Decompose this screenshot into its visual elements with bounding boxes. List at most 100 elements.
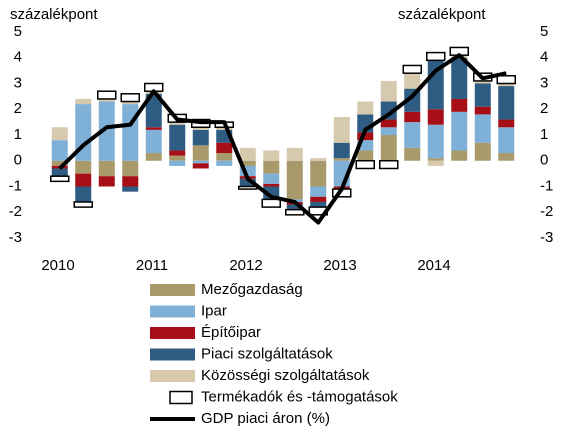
bar-segment: [216, 142, 233, 154]
bar-segment: [286, 147, 303, 161]
bar-segment: [239, 178, 256, 187]
bar-segment: [169, 124, 186, 151]
y2-tick-label: 0: [540, 152, 548, 169]
tax-box: [402, 64, 422, 74]
bar-segment: [192, 145, 209, 161]
y2-tick-label: -3: [540, 229, 553, 246]
x-tick-label: 2010: [41, 257, 74, 274]
x-tick-label: 2011: [136, 257, 168, 274]
legend-swatch: [150, 284, 195, 296]
legend-swatch: [169, 390, 193, 405]
bar-segment: [145, 129, 162, 154]
bar-segment: [474, 142, 491, 161]
bar-segment: [404, 111, 421, 123]
bar-segment: [380, 127, 397, 135]
bar-segment: [380, 135, 397, 161]
bar-segment: [263, 150, 280, 161]
tax-box: [426, 51, 446, 62]
bar-segment: [263, 183, 280, 187]
bar-segment: [122, 160, 139, 177]
bar-segment: [216, 160, 233, 166]
bar-segment: [51, 127, 68, 141]
bar-segment: [98, 101, 115, 161]
bar-segment: [333, 142, 350, 159]
y2-tick-label: 2: [540, 100, 548, 117]
tax-box: [97, 90, 117, 100]
bar-segment: [498, 153, 515, 161]
bar-segment: [357, 150, 374, 161]
y-tick-label: 1: [14, 126, 22, 143]
bar-segment: [474, 83, 491, 107]
bar-segment: [498, 119, 515, 128]
bar-segment: [98, 160, 115, 177]
tax-box: [261, 198, 281, 208]
bar-segment: [427, 109, 444, 125]
bar-segment: [98, 176, 115, 187]
bar-segment: [474, 114, 491, 143]
bar-segment: [169, 155, 186, 161]
x-tick-label: 2012: [229, 257, 262, 274]
bar-segment: [216, 153, 233, 161]
x-tick-label: 2013: [323, 257, 356, 274]
bar-segment: [286, 160, 303, 200]
tax-box: [238, 185, 258, 190]
bar-segment: [404, 122, 421, 148]
bar-segment: [98, 98, 115, 102]
tax-box: [285, 208, 305, 216]
y2-tick-label: 3: [540, 74, 548, 91]
bar-segment: [498, 127, 515, 154]
bar-segment: [239, 147, 256, 161]
y2-tick-label: 4: [540, 49, 548, 66]
tax-box: [120, 93, 140, 103]
legend-swatch: [150, 327, 195, 339]
legend-swatch: [150, 348, 195, 361]
legend-label: Ipar: [201, 302, 227, 319]
bar-segment: [263, 160, 280, 174]
bar-segment: [145, 93, 162, 128]
bar-segment: [427, 124, 444, 159]
bar-segment: [310, 160, 327, 187]
tax-box: [379, 160, 399, 170]
bar-segment: [310, 201, 327, 208]
tax-box: [73, 201, 93, 208]
y-tick-label: 3: [14, 74, 22, 91]
bar-segment: [357, 140, 374, 151]
bar-segment: [380, 80, 397, 102]
bar-segment: [498, 86, 515, 120]
bar-segment: [75, 186, 92, 202]
bar-segment: [239, 165, 256, 177]
bar-segment: [75, 98, 92, 105]
bar-segment: [474, 106, 491, 115]
bar-segment: [310, 196, 327, 202]
tax-box: [496, 75, 516, 85]
bar-segment: [122, 176, 139, 187]
bar-segment: [263, 173, 280, 184]
bar-segment: [357, 132, 374, 141]
bar-segment: [404, 73, 421, 89]
legend-label: Közösségi szolgáltatások: [201, 367, 370, 384]
y2-tick-label: -2: [540, 203, 553, 220]
bar-segment: [239, 160, 256, 166]
bar-segment: [357, 101, 374, 115]
bar-segment: [122, 186, 139, 192]
bar-segment: [380, 119, 397, 128]
legend-swatch: [150, 370, 195, 382]
y-tick-label: -2: [9, 203, 22, 220]
bar-segment: [192, 163, 209, 169]
y-tick-label: -3: [9, 229, 22, 246]
bar-segment: [192, 129, 209, 146]
bar-segment: [192, 127, 209, 130]
legend-label: Építőipar: [201, 324, 261, 341]
bar-segment: [122, 101, 139, 105]
bar-segment: [169, 122, 186, 125]
bar-segment: [286, 204, 303, 210]
y-tick-label: 0: [14, 152, 22, 169]
y2-tick-label: -1: [540, 177, 553, 194]
y2-axis-label: százalékpont: [398, 6, 486, 23]
y2-tick-label: 5: [540, 23, 548, 40]
legend-label: Termékadók és -támogatások: [201, 388, 398, 405]
bar-segment: [451, 57, 468, 99]
legend-swatch: [150, 305, 195, 318]
bar-segment: [333, 116, 350, 143]
